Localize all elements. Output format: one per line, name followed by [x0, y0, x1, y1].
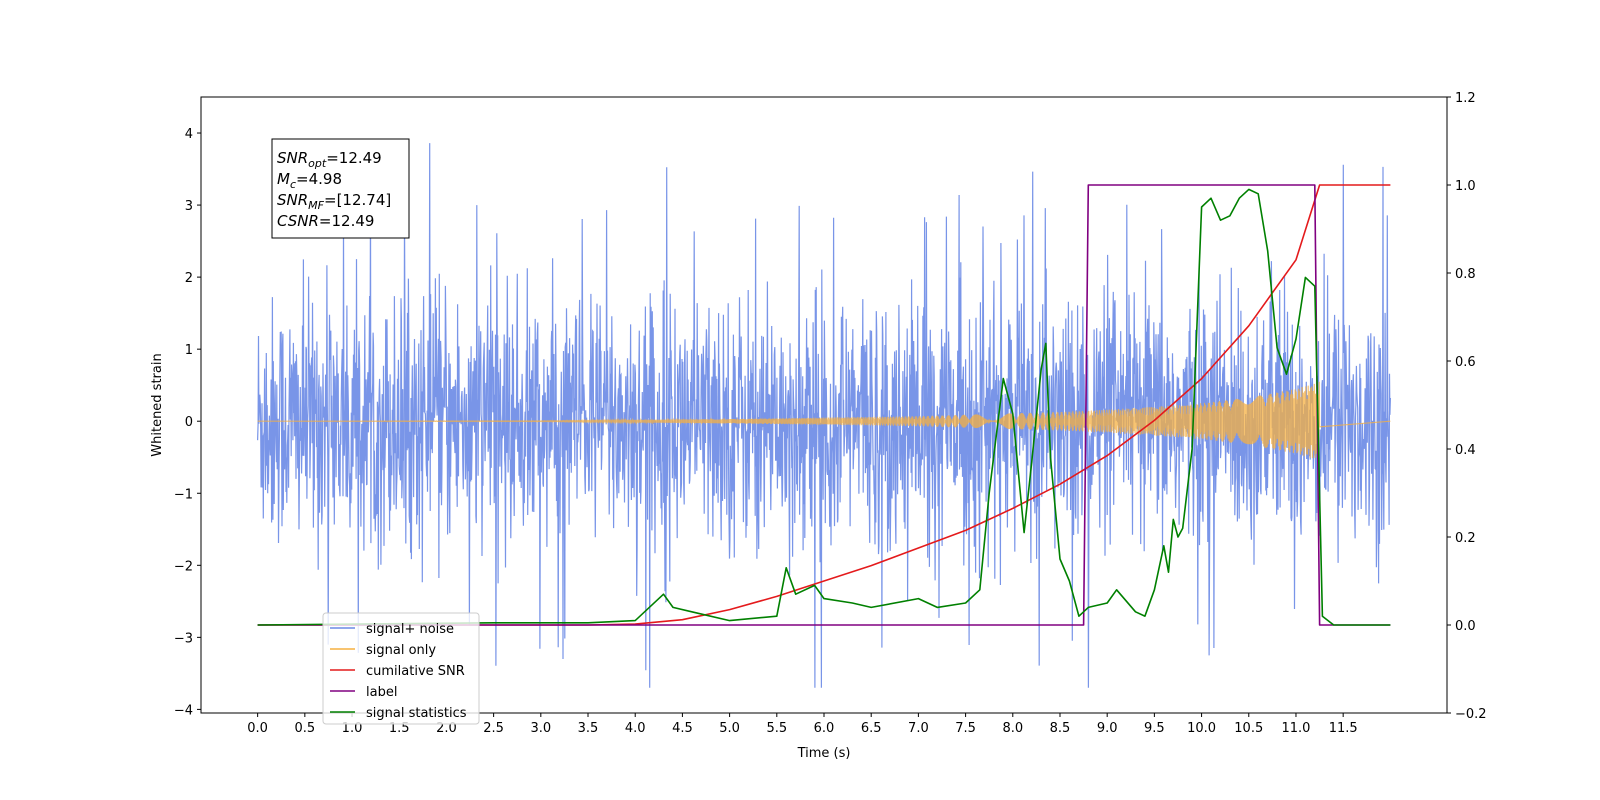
- y2-tick-label: 0.4: [1455, 443, 1476, 458]
- legend-entry: signal+ noise: [366, 622, 454, 637]
- x-tick-label: 9.0: [1097, 721, 1118, 736]
- y-tick-label: 0: [185, 415, 193, 430]
- annotation-frame: [271, 138, 410, 239]
- y-tick-label: −4: [174, 703, 193, 718]
- y-tick-label: 2: [185, 271, 193, 286]
- x-tick-label: 6.5: [861, 721, 882, 736]
- y-tick-label: 4: [185, 127, 193, 142]
- annotation-box: SNRopt=12.49Mc=4.98SNRMF=[12.74]CSNR=12.…: [271, 138, 410, 239]
- x-tick-label: 0.0: [247, 721, 268, 736]
- series-signal-statistics: [257, 188, 1391, 626]
- y-axis-left: 4 3 2 1 0 −1 −2 −3 −4: [174, 127, 201, 718]
- y2-tick-label: 0.0: [1455, 619, 1476, 634]
- x-tick-label: 3.5: [578, 721, 599, 736]
- x-tick-label: 6.0: [814, 721, 835, 736]
- x-tick-label: 10.5: [1234, 721, 1263, 736]
- series-cumulative-snr: [257, 184, 1391, 626]
- series-signal-only: [257, 381, 1391, 459]
- x-axis: 0.0 0.5 1.0 1.5 2.0 2.5 3.0 3.5 4.0 4.5 5.0 5.5 6.0 6…: [247, 713, 1358, 736]
- y2-tick-label: −0.2: [1455, 707, 1487, 722]
- legend-frame: [322, 612, 480, 725]
- x-tick-label: 4.5: [672, 721, 693, 736]
- y-axis-label: Whitened strain: [150, 353, 165, 456]
- x-tick-label: 3.0: [530, 721, 551, 736]
- y-axis-right: 1.2 1.0 0.8 0.6 0.4 0.2 0.0 −0.2: [1447, 91, 1487, 722]
- legend-entry: cumilative SNR: [366, 664, 465, 679]
- y-tick-label: 1: [185, 343, 193, 358]
- y2-tick-label: 0.8: [1455, 267, 1476, 282]
- x-tick-label: 4.0: [625, 721, 646, 736]
- y-tick-label: −2: [174, 559, 193, 574]
- annotation-line: SNRopt=12.49: [277, 149, 382, 170]
- y2-tick-label: 1.2: [1455, 91, 1476, 106]
- series-label: [257, 184, 1391, 626]
- x-tick-label: 7.0: [908, 721, 929, 736]
- x-tick-label: 8.0: [1002, 721, 1023, 736]
- y2-tick-label: 0.6: [1455, 355, 1476, 370]
- x-tick-label: 11.5: [1329, 721, 1358, 736]
- y2-tick-label: 0.2: [1455, 531, 1476, 546]
- x-tick-label: 2.0: [436, 721, 457, 736]
- y-tick-label: −3: [174, 631, 193, 646]
- x-tick-label: 1.5: [389, 721, 410, 736]
- y-tick-label: 3: [185, 199, 193, 214]
- annotation-line: SNRMF=[12.74]: [277, 191, 391, 212]
- x-tick-label: 10.0: [1187, 721, 1216, 736]
- x-tick-label: 0.5: [294, 721, 315, 736]
- annotation-line: Mc=4.98: [277, 170, 342, 191]
- x-tick-label: 8.5: [1050, 721, 1071, 736]
- legend: signal+ noise signal only cumilative SNR la…: [322, 612, 480, 725]
- legend-entry: signal only: [366, 643, 436, 658]
- annotation-line: CSNR=12.49: [277, 212, 374, 230]
- x-tick-label: 5.5: [766, 721, 787, 736]
- x-tick-label: 1.0: [342, 721, 363, 736]
- x-tick-label: 11.0: [1281, 721, 1310, 736]
- y-tick-label: −1: [174, 487, 193, 502]
- x-tick-label: 2.5: [483, 721, 504, 736]
- x-tick-label: 9.5: [1144, 721, 1165, 736]
- x-tick-label: 5.0: [719, 721, 740, 736]
- y2-tick-label: 1.0: [1455, 179, 1476, 194]
- plot-area: [257, 143, 1391, 688]
- x-tick-label: 7.5: [955, 721, 976, 736]
- x-axis-label: Time (s): [797, 746, 851, 761]
- legend-entry: label: [366, 685, 397, 700]
- legend-entry: signal statistics: [366, 706, 467, 721]
